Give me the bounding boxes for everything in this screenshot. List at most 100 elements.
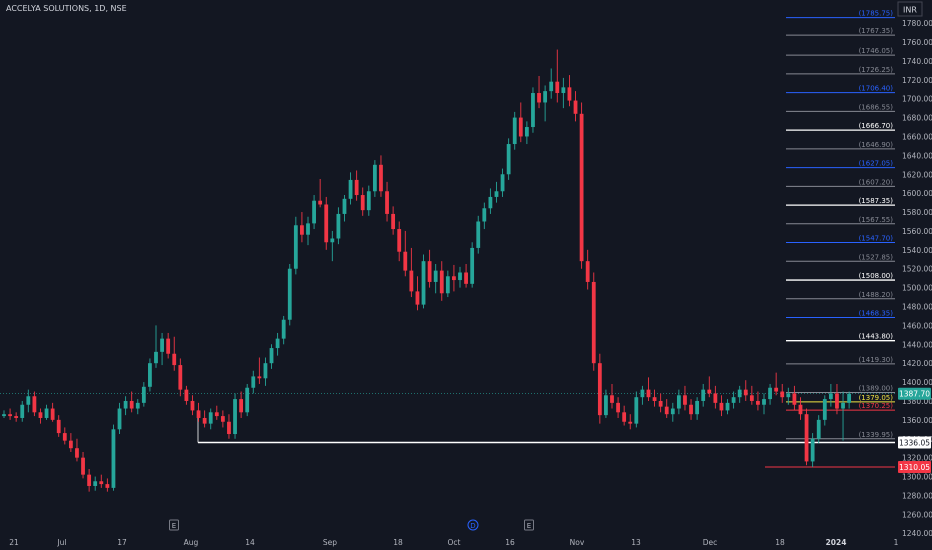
candle[interactable] bbox=[275, 332, 280, 356]
candle[interactable] bbox=[701, 383, 706, 407]
candle[interactable] bbox=[762, 393, 766, 415]
candle[interactable] bbox=[239, 391, 244, 418]
candle[interactable] bbox=[610, 383, 614, 409]
candle[interactable] bbox=[731, 391, 736, 409]
candle[interactable] bbox=[421, 254, 426, 309]
candle[interactable] bbox=[816, 415, 821, 444]
candle[interactable] bbox=[786, 387, 791, 405]
candle[interactable] bbox=[512, 111, 517, 150]
candle[interactable] bbox=[792, 385, 797, 411]
candle[interactable] bbox=[433, 263, 438, 294]
candle[interactable] bbox=[652, 389, 657, 407]
candle[interactable] bbox=[476, 215, 481, 254]
candle[interactable] bbox=[482, 202, 487, 230]
candle[interactable] bbox=[713, 385, 718, 409]
candle[interactable] bbox=[616, 397, 620, 418]
candle[interactable] bbox=[281, 315, 286, 345]
candle[interactable] bbox=[123, 396, 128, 416]
level[interactable]: (1726.25) bbox=[786, 66, 895, 75]
candle[interactable] bbox=[634, 391, 639, 428]
candle[interactable] bbox=[658, 393, 663, 413]
level[interactable]: (1339.95) bbox=[786, 431, 895, 440]
candle[interactable] bbox=[117, 402, 122, 435]
candle[interactable] bbox=[202, 410, 207, 428]
candle[interactable] bbox=[664, 399, 669, 418]
candle[interactable] bbox=[828, 383, 833, 407]
candle[interactable] bbox=[567, 75, 572, 107]
candle[interactable] bbox=[263, 357, 268, 386]
candle[interactable] bbox=[372, 160, 377, 197]
candle[interactable] bbox=[32, 391, 37, 417]
candle[interactable] bbox=[342, 195, 347, 222]
candle[interactable] bbox=[166, 332, 171, 359]
candle[interactable] bbox=[768, 383, 772, 405]
candle[interactable] bbox=[397, 221, 402, 262]
candle[interactable] bbox=[26, 389, 31, 413]
candle[interactable] bbox=[214, 405, 219, 420]
candle[interactable] bbox=[220, 410, 225, 428]
candle[interactable] bbox=[452, 264, 456, 292]
candle[interactable] bbox=[537, 76, 541, 109]
candle[interactable] bbox=[14, 412, 19, 422]
candle[interactable] bbox=[354, 170, 359, 201]
level[interactable]: (1785.75) bbox=[786, 10, 895, 19]
level[interactable]: (1468.35) bbox=[786, 310, 895, 319]
level[interactable]: (1767.35) bbox=[786, 27, 895, 36]
candle[interactable] bbox=[695, 397, 700, 420]
dividend-marker[interactable]: D bbox=[467, 519, 479, 531]
candle[interactable] bbox=[518, 102, 523, 143]
level[interactable]: (1419.30) bbox=[786, 356, 895, 365]
candle[interactable] bbox=[810, 433, 815, 468]
candle[interactable] bbox=[251, 370, 256, 394]
candle[interactable] bbox=[245, 383, 250, 417]
candle[interactable] bbox=[68, 433, 73, 452]
candle[interactable] bbox=[835, 383, 839, 415]
candle[interactable] bbox=[293, 216, 298, 275]
candle[interactable] bbox=[75, 438, 79, 462]
candle[interactable] bbox=[531, 87, 535, 133]
candle[interactable] bbox=[135, 399, 140, 415]
candle[interactable] bbox=[178, 358, 183, 397]
candle[interactable] bbox=[640, 385, 645, 405]
candle[interactable] bbox=[506, 138, 511, 180]
candle[interactable] bbox=[670, 402, 675, 422]
candle[interactable] bbox=[111, 424, 116, 491]
candle[interactable] bbox=[597, 353, 602, 424]
level[interactable]: (1389.00) bbox=[786, 384, 895, 393]
candle[interactable] bbox=[391, 206, 396, 235]
candle[interactable] bbox=[403, 230, 408, 277]
candle[interactable] bbox=[257, 357, 262, 384]
level[interactable]: (1706.40) bbox=[786, 85, 895, 94]
earnings-marker[interactable]: E bbox=[524, 519, 534, 531]
candle[interactable] bbox=[172, 336, 177, 371]
candle[interactable] bbox=[330, 230, 335, 262]
candle[interactable] bbox=[488, 188, 493, 214]
candle[interactable] bbox=[8, 408, 12, 420]
candle[interactable] bbox=[719, 395, 724, 417]
candle[interactable] bbox=[208, 408, 213, 430]
candle[interactable] bbox=[20, 400, 25, 422]
candle[interactable] bbox=[622, 405, 627, 426]
candle[interactable] bbox=[591, 272, 596, 371]
candle[interactable] bbox=[500, 168, 505, 197]
candle[interactable] bbox=[105, 478, 110, 492]
candle[interactable] bbox=[269, 344, 274, 369]
candle[interactable] bbox=[2, 410, 6, 418]
level[interactable]: (1547.70) bbox=[786, 235, 895, 244]
candle[interactable] bbox=[87, 468, 92, 492]
candle[interactable] bbox=[561, 77, 566, 109]
level[interactable]: (1488.20) bbox=[786, 291, 895, 300]
candle[interactable] bbox=[847, 391, 852, 409]
candle[interactable] bbox=[689, 399, 693, 420]
candle[interactable] bbox=[841, 391, 845, 441]
level[interactable]: (1370.25) bbox=[786, 402, 895, 411]
level[interactable]: (1686.55) bbox=[786, 103, 895, 112]
candle[interactable] bbox=[129, 391, 134, 413]
candle[interactable] bbox=[683, 385, 687, 411]
candle[interactable] bbox=[141, 382, 146, 407]
candle[interactable] bbox=[756, 391, 760, 411]
candle[interactable] bbox=[366, 185, 371, 216]
candle[interactable] bbox=[798, 397, 803, 420]
level[interactable]: (1379.05) bbox=[786, 394, 895, 403]
